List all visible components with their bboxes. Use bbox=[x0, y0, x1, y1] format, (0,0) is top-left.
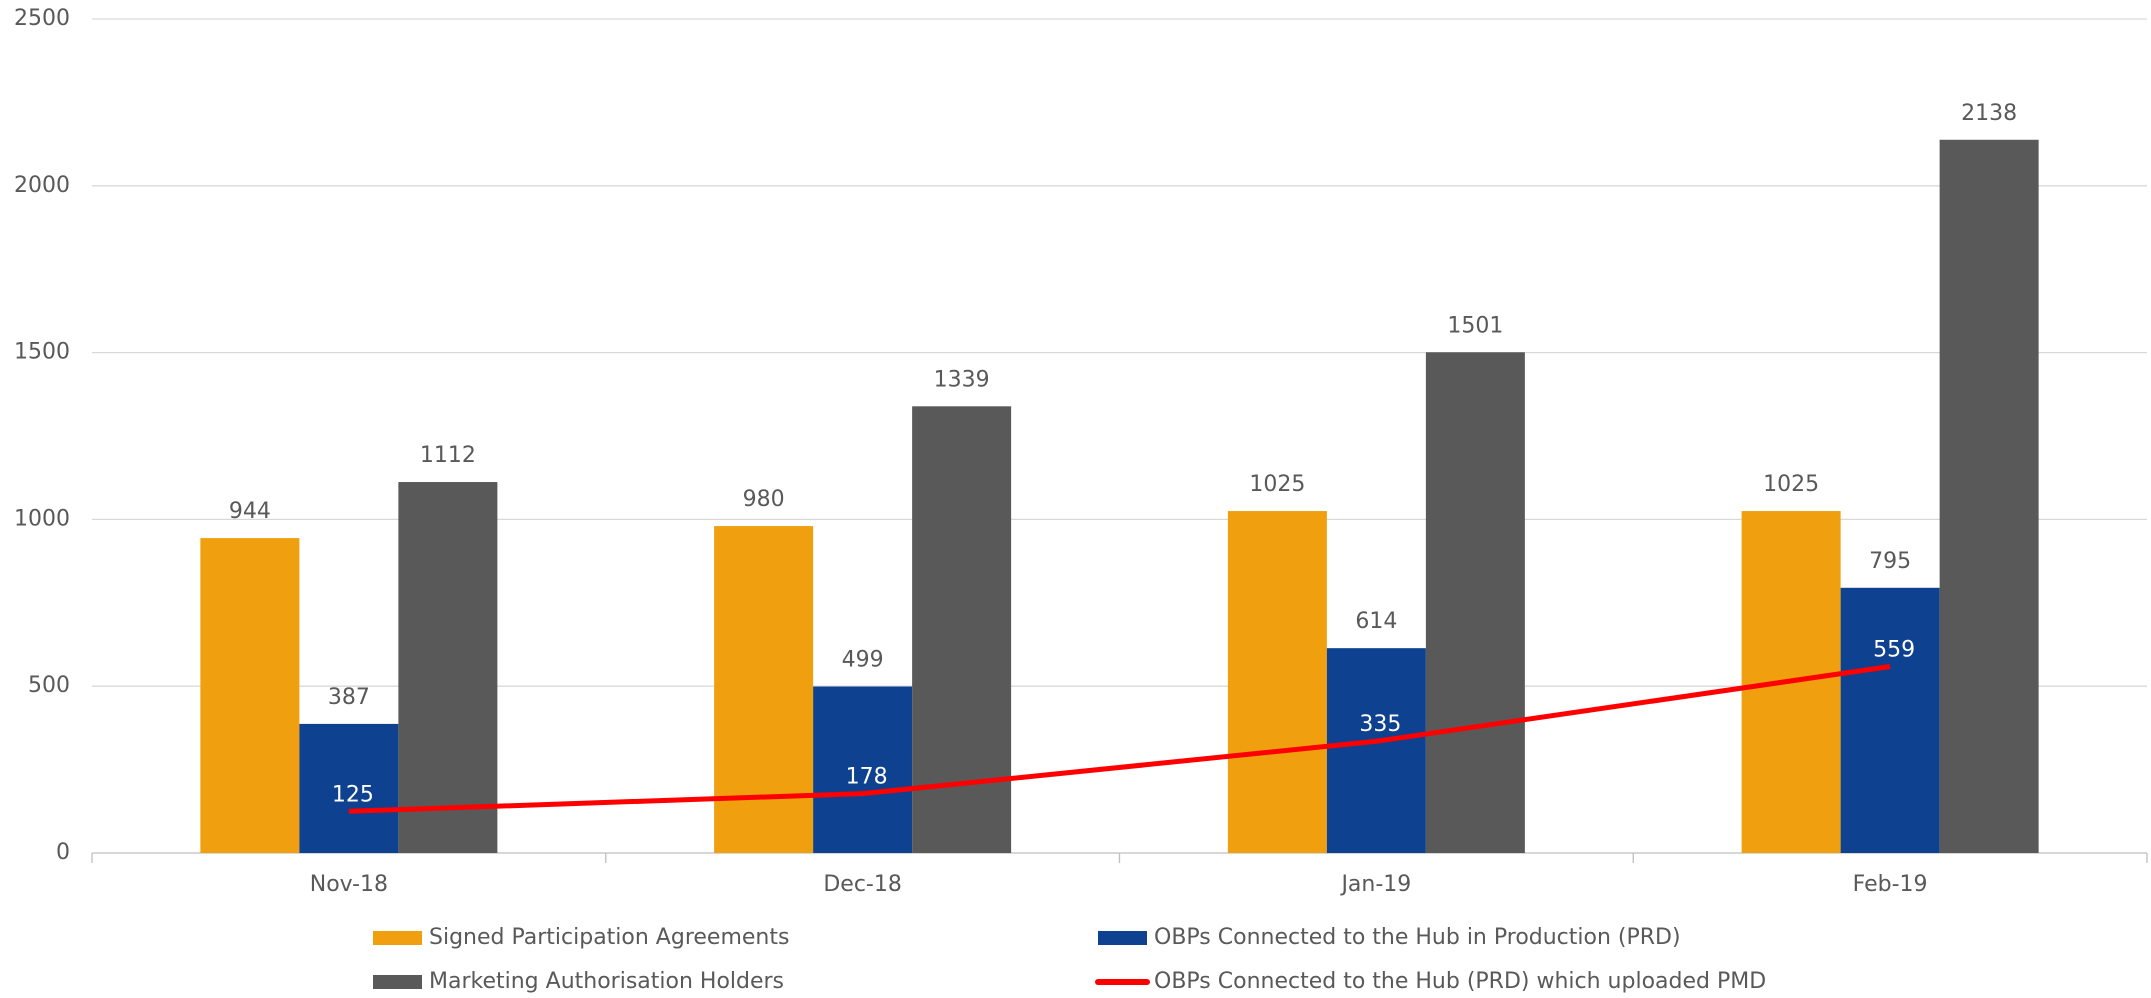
data-label: 614 bbox=[1355, 609, 1397, 634]
data-label: 1501 bbox=[1447, 313, 1503, 338]
bar bbox=[299, 723, 399, 853]
y-tick-label: 1000 bbox=[14, 506, 70, 531]
data-label: 2138 bbox=[1961, 101, 2017, 126]
bar bbox=[1939, 139, 2039, 854]
bar bbox=[813, 686, 913, 853]
y-tick-label: 0 bbox=[56, 840, 70, 865]
data-label: 795 bbox=[1869, 549, 1911, 574]
y-tick-label: 2500 bbox=[14, 6, 70, 31]
x-tick-label: Nov-18 bbox=[310, 872, 388, 897]
data-label: 387 bbox=[328, 685, 370, 710]
bar bbox=[398, 482, 498, 853]
data-label: 499 bbox=[842, 648, 884, 673]
data-label: 1025 bbox=[1763, 472, 1819, 497]
line-data-label: 125 bbox=[332, 782, 374, 807]
x-tick-label: Feb-19 bbox=[1853, 872, 1928, 897]
bar bbox=[714, 526, 814, 853]
data-label: 944 bbox=[229, 499, 271, 524]
legend-label: Marketing Authorisation Holders bbox=[429, 969, 784, 994]
bar bbox=[200, 538, 300, 853]
line-data-label: 559 bbox=[1873, 638, 1915, 663]
x-tick-label: Dec-18 bbox=[823, 872, 902, 897]
line-data-label: 335 bbox=[1359, 712, 1401, 737]
x-tick-label: Jan-19 bbox=[1339, 872, 1411, 897]
bar bbox=[1326, 648, 1426, 853]
data-label: 1339 bbox=[934, 367, 990, 392]
legend-label: Signed Participation Agreements bbox=[429, 925, 789, 950]
y-tick-label: 1500 bbox=[14, 340, 70, 365]
legend-swatch bbox=[373, 931, 422, 945]
bar bbox=[1425, 352, 1525, 853]
legend-label: OBPs Connected to the Hub (PRD) which up… bbox=[1154, 969, 1766, 994]
y-tick-label: 500 bbox=[28, 673, 70, 698]
y-tick-label: 2000 bbox=[14, 173, 70, 198]
line-data-label: 178 bbox=[846, 765, 888, 790]
data-label: 1112 bbox=[420, 443, 476, 468]
bar bbox=[1227, 511, 1327, 853]
legend-label: OBPs Connected to the Hub in Production … bbox=[1154, 925, 1681, 950]
line bbox=[348, 664, 1891, 814]
legend-swatch bbox=[1098, 931, 1147, 945]
data-label: 1025 bbox=[1249, 472, 1305, 497]
legend-swatch bbox=[373, 975, 422, 989]
bar bbox=[1840, 587, 1940, 853]
data-label: 980 bbox=[743, 487, 785, 512]
